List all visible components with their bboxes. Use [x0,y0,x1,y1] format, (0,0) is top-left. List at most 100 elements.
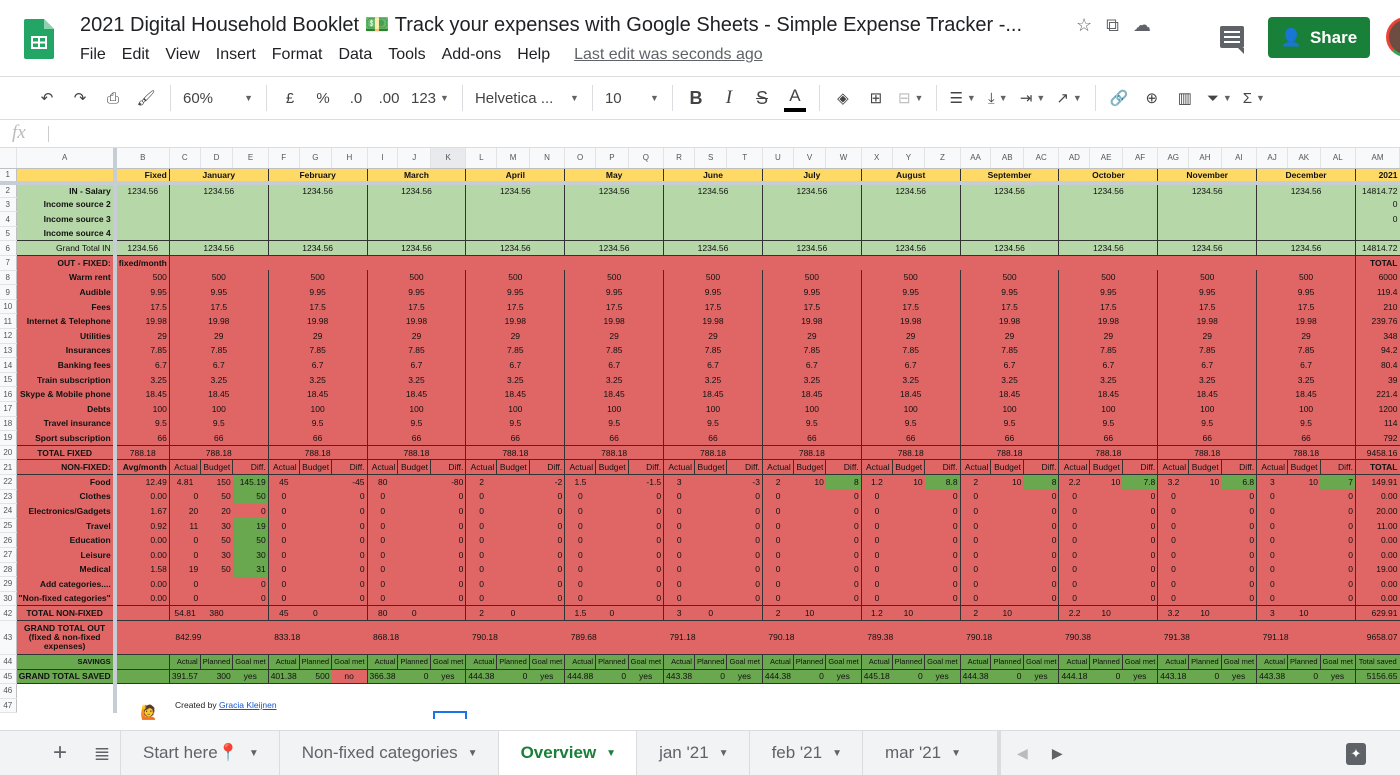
diff-value[interactable]: 0 [1221,591,1257,606]
month-value[interactable]: 788.18 [1157,444,1257,461]
month-value[interactable]: 9.95 [267,284,368,300]
menu-help[interactable]: Help [517,46,551,63]
budget-value[interactable] [1287,591,1321,606]
month-value[interactable]: 29 [1058,328,1158,344]
budget-value[interactable] [299,576,332,592]
budget-value[interactable] [892,518,925,533]
diff-value[interactable]: 6.8 [1221,474,1257,490]
month-value[interactable] [366,226,466,241]
row-label[interactable]: Debts [16,401,117,417]
budget-value[interactable] [1089,489,1123,504]
document-title[interactable]: 2021 Digital Household Booklet 💵 Track y… [80,14,1023,36]
actual-value[interactable]: 0 [663,489,695,504]
diff-value[interactable]: 0 [726,562,763,577]
budget-header[interactable]: Budget [496,459,530,475]
actual-value[interactable]: 0 [1256,576,1288,592]
blank-cell[interactable] [1221,683,1257,699]
month-value[interactable]: 66 [860,430,961,446]
month-value[interactable]: 790.38 [1058,620,1158,655]
month-value[interactable]: 9.5 [366,416,466,431]
row-label[interactable]: Banking fees [16,357,117,373]
month-value[interactable] [959,226,1059,241]
diff-value[interactable]: -45 [331,474,368,490]
blank-cell[interactable] [892,698,925,713]
blank-cell[interactable] [430,605,466,621]
actual-value[interactable]: 2.2 [1058,474,1090,490]
diff-value[interactable]: 0 [430,547,466,563]
actual-value[interactable]: 0 [267,591,300,606]
diff-value[interactable]: 30 [232,547,269,563]
blank-cell[interactable] [1287,683,1321,699]
actual-value[interactable]: 0 [168,591,201,606]
budget-value[interactable] [496,503,530,519]
budget-value[interactable] [793,518,826,533]
month-value[interactable] [1157,226,1257,241]
diff-value[interactable]: 0 [1221,562,1257,577]
budget-value[interactable] [892,532,925,548]
section-label[interactable]: NON-FIXED: [16,459,117,475]
budget-value[interactable] [595,518,629,533]
budget-total[interactable]: 0 [694,605,727,621]
budget-value[interactable] [1287,489,1321,504]
month-value[interactable] [1058,211,1158,227]
month-value[interactable]: 6.7 [168,357,269,373]
month-value[interactable]: 788.18 [761,444,862,461]
month-value[interactable]: 17.5 [168,299,269,314]
budget-value[interactable] [990,547,1024,563]
month-value[interactable]: 790.18 [762,620,862,655]
month-value[interactable] [267,197,368,212]
diff-value[interactable]: 0 [529,562,565,577]
diff-value[interactable]: 0 [232,591,269,606]
blank-cell[interactable] [1320,698,1356,713]
budget-value[interactable]: 10 [1089,474,1123,490]
budget-value[interactable]: 10 [990,474,1024,490]
blank-cell[interactable] [825,683,862,699]
goal-met-value[interactable]: yes [529,668,565,685]
row-label[interactable]: Internet & Telephone [16,313,117,329]
month-value[interactable] [959,211,1059,227]
month-value[interactable]: 7.85 [1256,343,1356,358]
actual-header[interactable]: Actual [959,459,991,475]
actual-saved[interactable]: 445.18 [860,668,893,685]
blank-cell[interactable] [960,683,991,699]
budget-value[interactable] [397,562,431,577]
column-header[interactable]: O [564,148,597,169]
total-value[interactable]: 0.00 [1354,547,1400,563]
month-value[interactable]: 500 [761,270,862,285]
row-header[interactable]: 46 [0,683,17,699]
diff-value[interactable]: 0 [1320,518,1356,533]
month-value[interactable]: 29 [465,328,565,344]
actual-value[interactable]: 19 [168,562,201,577]
month-value[interactable]: 1234.56 [366,182,466,198]
budget-value[interactable] [397,532,431,548]
diff-value[interactable]: 0 [924,562,961,577]
functions-button[interactable]: Σ ▼ [1243,84,1265,112]
blank-cell[interactable] [430,698,466,713]
column-header[interactable]: AC [1023,148,1060,169]
month-value[interactable]: 7.85 [1157,343,1257,358]
font-family-select[interactable]: Helvetica ... ▼ [475,84,579,112]
diff-value[interactable]: 0 [726,532,763,548]
month-value[interactable] [267,226,368,241]
row-header[interactable]: 13 [0,343,17,359]
diff-value[interactable]: 19 [232,518,269,533]
avg-value[interactable]: 0.00 [114,591,170,606]
actual-header[interactable]: Actual [168,654,201,669]
month-value[interactable] [959,197,1059,212]
planned-header[interactable]: Planned [891,654,925,669]
section-label[interactable]: SAVINGS [16,654,117,669]
actual-value[interactable]: 0 [1256,532,1288,548]
blank-cell[interactable] [1355,698,1400,713]
month-value[interactable]: 1234.56 [959,182,1059,198]
actual-value[interactable]: 0 [761,547,794,563]
actual-value[interactable]: 0 [663,562,695,577]
month-value[interactable] [1058,197,1158,212]
budget-value[interactable] [299,518,332,533]
diff-value[interactable]: 0 [628,576,664,592]
fixed-value[interactable]: 29 [114,328,170,344]
actual-value[interactable]: 4.81 [168,474,201,490]
budget-header[interactable]: Budget [1188,459,1222,475]
budget-value[interactable]: 10 [1188,474,1222,490]
actual-value[interactable]: 0 [1256,547,1288,563]
planned-saved[interactable]: 500 [299,668,332,685]
